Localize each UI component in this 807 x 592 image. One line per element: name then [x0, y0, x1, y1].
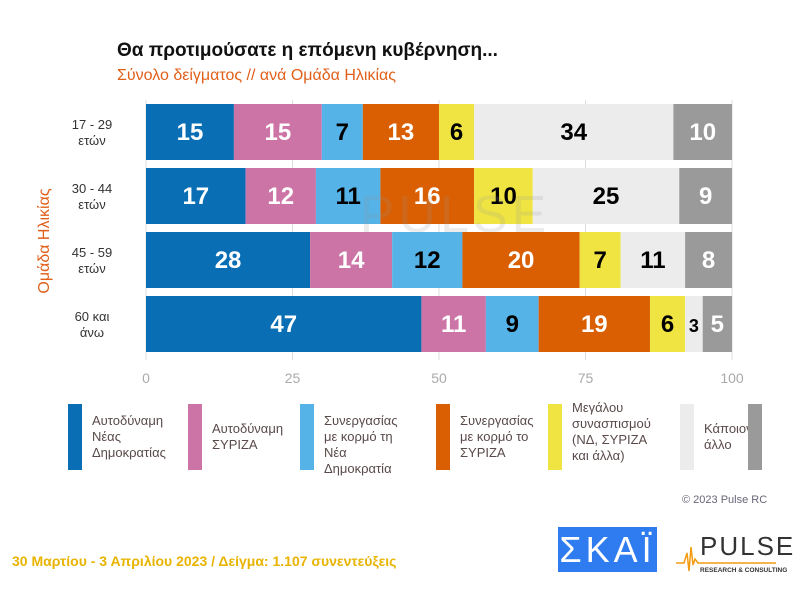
- x-tick-label: 25: [285, 370, 301, 386]
- legend-label: Αυτοδύναμη Νέας Δημοκρατίας: [92, 413, 166, 460]
- svg-text:PULSE: PULSE: [700, 531, 795, 561]
- bar-segment: [649, 296, 686, 352]
- legend-swatch: [680, 404, 694, 470]
- footer-survey-info: 30 Μαρτίου - 3 Απριλίου 2023 / Δείγμα: 1…: [12, 553, 397, 569]
- x-tick-label: 100: [720, 370, 744, 386]
- legend-label: Αυτοδύναμη ΣΥΡΙΖΑ: [212, 421, 284, 452]
- bar-segment: [474, 104, 674, 160]
- legend-swatch: [436, 404, 450, 470]
- x-tick-label: 50: [431, 370, 447, 386]
- legend-swatch: [300, 404, 314, 470]
- bar-segment: [315, 168, 381, 224]
- bar-segment: [146, 296, 422, 352]
- bar-segment: [380, 168, 475, 224]
- data-label: 11: [441, 311, 466, 338]
- bar-segment: [685, 232, 732, 288]
- data-label: 6: [661, 311, 674, 338]
- bar-segment: [673, 104, 732, 160]
- bar-segment: [439, 104, 475, 160]
- data-label: 12: [414, 247, 441, 274]
- data-label: 8: [702, 247, 715, 274]
- data-label: 15: [264, 119, 291, 146]
- bar-segment: [474, 168, 533, 224]
- bar-segment: [245, 168, 316, 224]
- data-label: 9: [699, 183, 712, 210]
- bar-segment: [620, 232, 686, 288]
- x-tick-label: 0: [142, 370, 150, 386]
- legend-swatch: [68, 404, 82, 470]
- data-label: 16: [414, 183, 441, 210]
- bar-segment: [702, 296, 732, 352]
- data-label: 15: [177, 119, 204, 146]
- data-label: 10: [689, 119, 716, 146]
- data-label: 20: [508, 247, 535, 274]
- data-label: 10: [490, 183, 517, 210]
- data-label: 13: [388, 119, 415, 146]
- bar-segment: [538, 296, 650, 352]
- bar-segment: [685, 296, 703, 352]
- data-label: 17: [182, 183, 209, 210]
- data-label: 34: [560, 119, 587, 146]
- legend-label: Συνεργασίας με κορμό τη Νέα Δημοκρατία: [324, 413, 398, 476]
- data-label: 47: [270, 311, 297, 338]
- bar-segment: [321, 104, 363, 160]
- data-label: 9: [506, 311, 519, 338]
- data-label: 12: [267, 183, 294, 210]
- bar-segment: [233, 104, 322, 160]
- pulse-watermark: PULSE: [360, 186, 551, 244]
- legend-swatch: [548, 404, 562, 470]
- data-label: 3: [689, 316, 699, 336]
- data-label: 7: [336, 119, 349, 146]
- bar-segment: [146, 104, 234, 160]
- category-label: 60 και άνω: [75, 309, 110, 340]
- bar-segment: [679, 168, 732, 224]
- pulse-logo: PULSE RESEARCH & CONSULTING: [676, 531, 795, 574]
- bar-segment: [421, 296, 486, 352]
- x-tick-label: 75: [578, 370, 594, 386]
- category-label: 30 - 44 ετών: [72, 181, 112, 212]
- bar-segment: [146, 232, 311, 288]
- bar-segment: [532, 168, 680, 224]
- data-label: 7: [593, 247, 606, 274]
- bar-segment: [392, 232, 463, 288]
- chart-title: Θα προτιμούσατε η επόμενη κυβέρνηση...: [117, 40, 498, 61]
- data-label: 28: [215, 247, 242, 274]
- svg-text:RESEARCH & CONSULTING: RESEARCH & CONSULTING: [700, 567, 787, 574]
- chart-subtitle: Σύνολο δείγματος // ανά Ομάδα Ηλικίας: [117, 67, 396, 84]
- data-label: 19: [581, 311, 608, 338]
- bar-segment: [146, 168, 246, 224]
- bar-segment: [462, 232, 580, 288]
- data-label: 5: [711, 311, 724, 338]
- data-label: 11: [640, 247, 665, 274]
- legend-label: Συνεργασίας με κορμό το ΣΥΡΙΖΑ: [460, 413, 534, 460]
- legend-swatch: [188, 404, 202, 470]
- data-label: 11: [335, 183, 360, 210]
- bar-segment: [485, 296, 539, 352]
- bar-segment: [579, 232, 621, 288]
- bar-segment: [310, 232, 393, 288]
- category-label: 17 - 29 ετών: [72, 117, 112, 148]
- data-label: 6: [450, 119, 463, 146]
- legend-swatch: [748, 404, 762, 470]
- legend-label: Κάποιον άλλο: [704, 421, 753, 452]
- data-label: 25: [593, 183, 620, 210]
- data-label: 14: [338, 247, 365, 274]
- bar-segment: [362, 104, 439, 160]
- legend-label: Μεγάλου συνασπισμού (ΝΔ, ΣΥΡΙΖΑ και άλλα…: [572, 400, 651, 463]
- skai-logo: ΣΚΑΪ: [558, 527, 657, 572]
- copyright: © 2023 Pulse RC: [682, 494, 768, 506]
- category-label: 45 - 59 ετών: [72, 245, 112, 276]
